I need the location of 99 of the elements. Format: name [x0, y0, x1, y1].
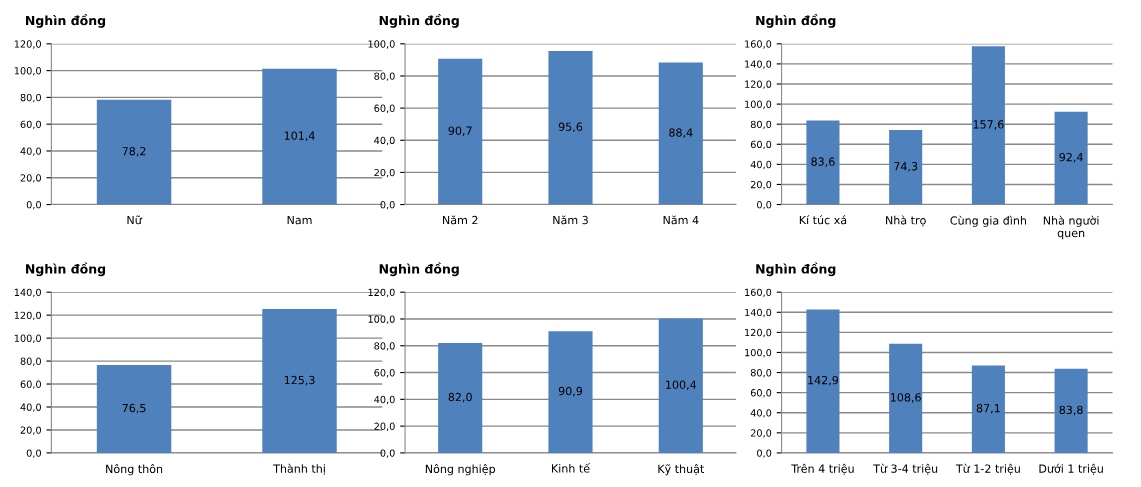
- y-tick-label: 80,0: [20, 93, 41, 103]
- y-tick-label: 80,0: [374, 72, 395, 81]
- x-tick-label: Nam: [287, 215, 312, 225]
- x-tick-label: Nông thôn: [106, 464, 163, 476]
- y-tick-label: 120,0: [14, 311, 41, 320]
- y-tick-label: 0,0: [26, 201, 41, 210]
- y-axis-title: Nghìn đồng: [756, 262, 836, 277]
- y-axis-title: Nghìn đồng: [26, 262, 106, 277]
- data-label: 83,8: [1059, 405, 1083, 416]
- bar: [806, 309, 840, 453]
- data-label: 74,3: [894, 162, 918, 172]
- data-label: 100,4: [666, 380, 697, 391]
- x-tick-label: Kinh tế: [552, 463, 591, 473]
- y-axis-title: Nghìn đồng: [26, 14, 106, 28]
- y-axis-title: Nghìn đồng: [379, 262, 459, 277]
- y-tick-label: 0,0: [757, 201, 772, 210]
- x-tick-label: Nhà người quen: [1043, 215, 1099, 240]
- y-tick-label: 100,0: [745, 100, 772, 109]
- y-tick-label: 40,0: [750, 160, 772, 170]
- x-tick-label: Kỹ thuật: [658, 464, 705, 476]
- y-tick-label: 100,0: [745, 348, 772, 358]
- y-tick-label: 140,0: [745, 60, 772, 69]
- y-axis-title: Nghìn đồng: [756, 14, 836, 28]
- y-tick-label: 80,0: [750, 369, 772, 378]
- x-tick-label: Thành thị: [273, 463, 325, 475]
- x-tick-label: Từ 1-2 triệu: [955, 463, 1020, 475]
- bar: [1054, 111, 1088, 205]
- data-label: 101,4: [284, 131, 315, 141]
- x-tick-label: Dưới 1 triệu: [1039, 463, 1103, 475]
- y-tick-label: 0,0: [380, 449, 395, 458]
- bar: [889, 129, 923, 205]
- y-tick-label: 20,0: [750, 180, 772, 190]
- y-tick-label: 140,0: [14, 288, 41, 298]
- y-tick-label: 40,0: [374, 136, 395, 146]
- data-label: 108,6: [890, 393, 921, 403]
- x-tick-label: Năm 4: [663, 215, 699, 225]
- y-tick-label: 60,0: [374, 104, 395, 113]
- data-label: 83,6: [811, 157, 835, 167]
- bar: [1054, 368, 1088, 453]
- y-tick-label: 100,0: [368, 315, 395, 324]
- x-tick-label: Nữ: [127, 215, 143, 225]
- y-tick-label: 40,0: [20, 147, 41, 156]
- y-tick-label: 0,0: [757, 449, 772, 458]
- data-label: 82,0: [448, 392, 472, 403]
- data-label: 90,7: [448, 126, 472, 137]
- x-tick-label: Năm 3: [553, 215, 588, 225]
- bar: [806, 120, 840, 205]
- y-tick-label: 20,0: [20, 174, 41, 183]
- bar: [548, 331, 593, 453]
- data-label: 76,5: [122, 403, 146, 414]
- x-tick-label: Năm 2: [443, 215, 478, 225]
- y-tick-label: 100,0: [14, 67, 41, 76]
- y-tick-label: 80,0: [20, 357, 41, 366]
- y-tick-label: 60,0: [750, 389, 772, 398]
- x-tick-label: Trên 4 triệu: [791, 463, 854, 475]
- data-label: 95,6: [558, 122, 583, 133]
- bar: [889, 343, 923, 453]
- y-tick-label: 40,0: [750, 409, 772, 418]
- y-tick-label: 120,0: [368, 288, 395, 298]
- x-tick-label: Từ 3-4 triệu: [873, 463, 938, 475]
- x-tick-label: Nông nghiệp: [425, 464, 496, 476]
- y-tick-label: 0,0: [380, 201, 395, 210]
- y-tick-label: 120,0: [745, 328, 772, 338]
- y-tick-label: 120,0: [745, 80, 772, 89]
- y-tick-label: 80,0: [750, 120, 772, 130]
- data-label: 78,2: [122, 146, 146, 157]
- data-label: 125,3: [284, 375, 315, 386]
- x-tick-label: Kí túc xá: [799, 215, 847, 225]
- bar: [971, 46, 1005, 205]
- data-label: 92,4: [1059, 152, 1083, 163]
- y-tick-label: 80,0: [374, 342, 395, 351]
- data-label: 88,4: [669, 128, 693, 138]
- y-tick-label: 140,0: [745, 308, 772, 318]
- y-tick-label: 60,0: [374, 369, 395, 378]
- y-tick-label: 60,0: [20, 380, 41, 389]
- y-tick-label: 60,0: [750, 140, 772, 150]
- y-tick-label: 20,0: [750, 429, 772, 438]
- y-tick-label: 0,0: [26, 449, 41, 458]
- x-tick-label: Cùng gia đình: [950, 215, 1027, 227]
- y-tick-label: 100,0: [14, 334, 41, 343]
- data-label: 142,9: [808, 375, 839, 386]
- y-tick-label: 160,0: [745, 288, 772, 298]
- data-label: 90,9: [558, 386, 583, 397]
- y-tick-label: 100,0: [368, 40, 395, 49]
- data-label: 87,1: [976, 403, 1000, 414]
- bar: [971, 365, 1005, 453]
- y-axis-title: Nghìn đồng: [379, 14, 459, 28]
- data-label: 157,6: [973, 120, 1004, 130]
- x-tick-label: Nhà trọ: [886, 215, 926, 227]
- y-tick-label: 20,0: [374, 168, 395, 178]
- y-tick-label: 20,0: [374, 422, 395, 431]
- y-tick-label: 160,0: [745, 40, 772, 49]
- bar: [658, 318, 703, 453]
- y-tick-label: 40,0: [374, 395, 395, 405]
- y-tick-label: 40,0: [20, 403, 41, 412]
- y-tick-label: 120,0: [14, 40, 41, 49]
- y-tick-label: 60,0: [20, 120, 41, 130]
- bar: [438, 343, 483, 453]
- y-tick-label: 20,0: [20, 426, 41, 435]
